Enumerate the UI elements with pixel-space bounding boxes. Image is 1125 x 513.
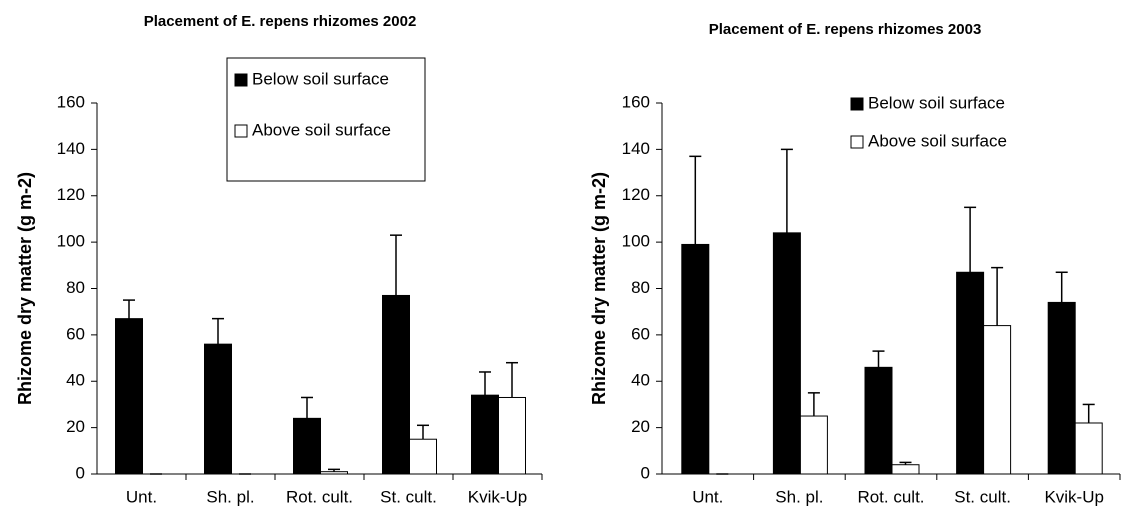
legend-swatch (234, 73, 248, 87)
bar (1047, 301, 1076, 475)
bar (293, 417, 321, 475)
bar (382, 294, 410, 475)
y-tick-label: 140 (57, 139, 85, 158)
x-tick-label: Kvik-Up (468, 487, 528, 506)
bar (498, 396, 526, 475)
x-tick-label: Unt. (692, 487, 723, 506)
y-tick-label: 40 (631, 371, 650, 390)
y-tick-label: 80 (66, 278, 85, 297)
bar (956, 271, 985, 475)
bar (204, 343, 232, 475)
bar (772, 232, 801, 475)
y-tick-label: 80 (631, 278, 650, 297)
y-axis-label: Rhizome dry matter (g m-2) (589, 172, 609, 405)
y-tick-label: 40 (66, 371, 85, 390)
legend-label: Below soil surface (868, 93, 1005, 112)
y-tick-label: 60 (631, 324, 650, 343)
y-tick-label: 100 (57, 232, 85, 251)
chart-title: Placement of E. repens rhizomes 2003 (709, 21, 982, 38)
y-tick-label: 20 (631, 417, 650, 436)
y-tick-label: 120 (57, 185, 85, 204)
bar (1074, 422, 1103, 475)
x-tick-label: Kvik-Up (1044, 487, 1104, 506)
x-tick-label: St. cult. (954, 487, 1011, 506)
y-axis-label: Rhizome dry matter (g m-2) (15, 172, 35, 405)
x-tick-label: Sh. pl. (206, 487, 254, 506)
bar (320, 471, 348, 475)
y-tick-label: 160 (57, 92, 85, 111)
y-tick-label: 0 (641, 463, 650, 482)
chart-title: Placement of E. repens rhizomes 2002 (144, 13, 417, 30)
bar (799, 415, 828, 475)
x-tick-label: Rot. cult. (286, 487, 353, 506)
y-tick-label: 140 (622, 139, 650, 158)
x-tick-label: St. cult. (380, 487, 437, 506)
x-tick-label: Sh. pl. (775, 487, 823, 506)
bar (471, 394, 499, 475)
x-tick-label: Rot. cult. (857, 487, 924, 506)
y-tick-label: 20 (66, 417, 85, 436)
legend-label: Below soil surface (252, 69, 389, 88)
legend-swatch (234, 124, 248, 138)
legend-swatch (850, 135, 864, 149)
y-tick-label: 60 (66, 324, 85, 343)
bar (409, 438, 437, 475)
bar (681, 243, 710, 475)
bar (891, 464, 920, 475)
legend-label: Above soil surface (868, 131, 1007, 150)
y-tick-label: 100 (622, 232, 650, 251)
bar (983, 325, 1012, 475)
legend-label: Above soil surface (252, 120, 391, 139)
y-tick-label: 120 (622, 185, 650, 204)
legend-swatch (850, 97, 864, 111)
legend-frame (226, 57, 426, 182)
bar (864, 366, 893, 475)
y-tick-label: 0 (76, 463, 85, 482)
x-tick-label: Unt. (126, 487, 157, 506)
bar (115, 318, 143, 475)
y-tick-label: 160 (622, 92, 650, 111)
